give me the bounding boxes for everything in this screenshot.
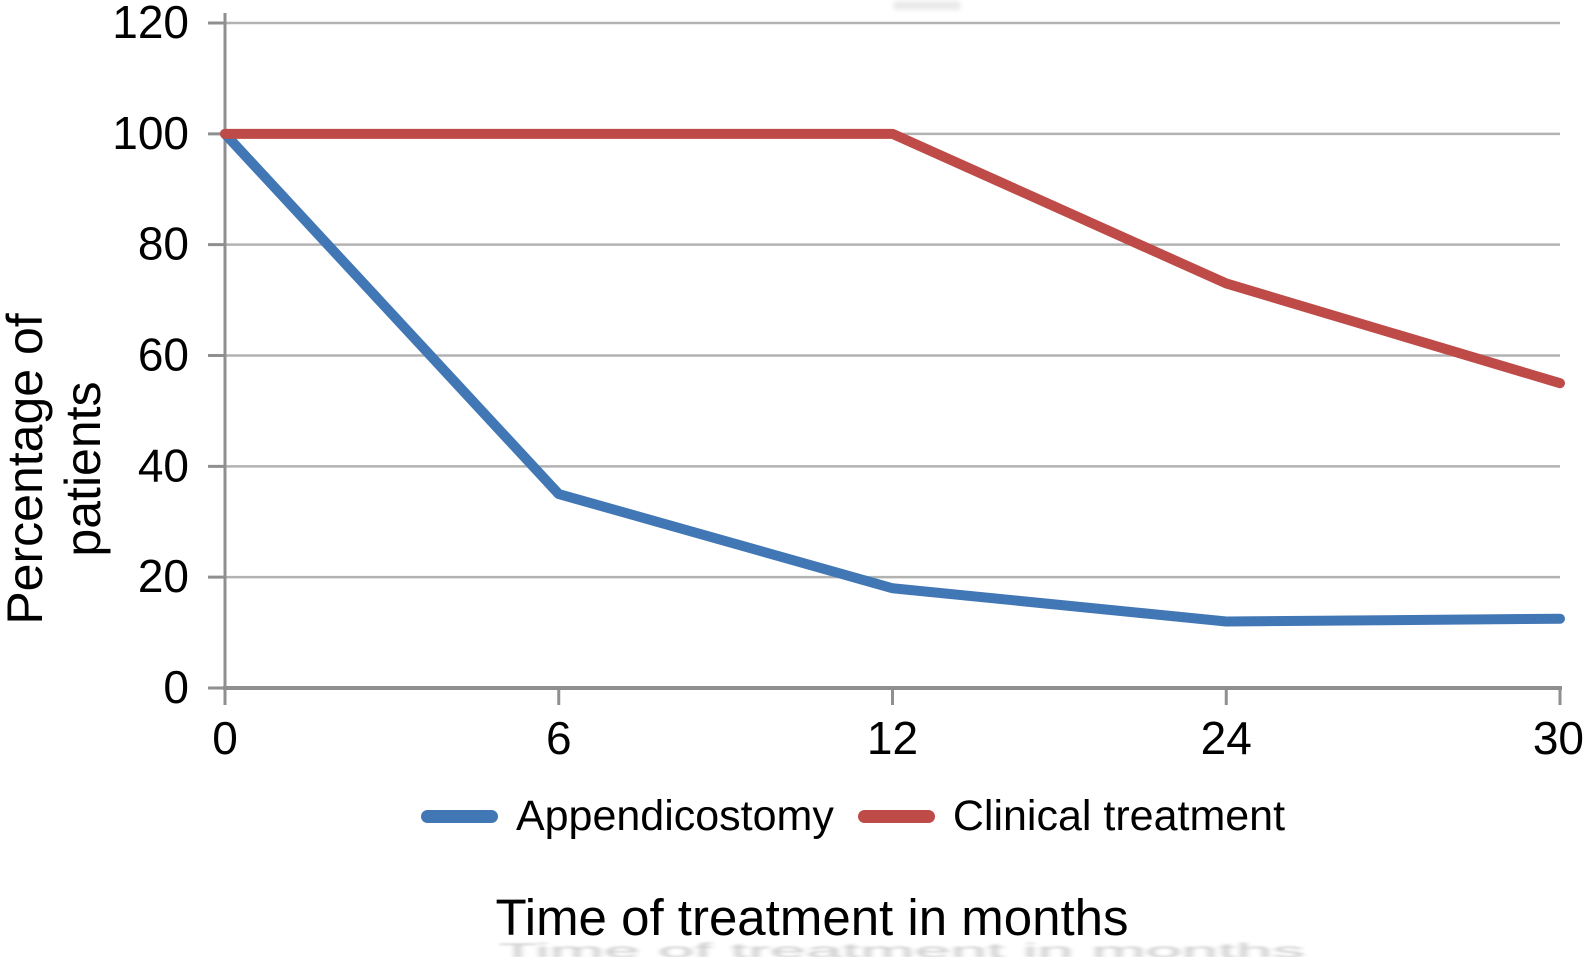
x-tick-label-0: 0 [212,712,238,764]
x-axis-title: Time of treatment in months [495,889,1129,946]
y-axis-title: Percentage of patients [0,313,111,625]
legend-swatch-clinical-treatment [857,810,935,823]
y-tick-label-40: 40 [138,439,189,491]
series-line-appendicostomy [220,128,1565,627]
x-tick-label-24: 24 [1201,712,1252,764]
x-tick-label-30: 30 [1533,712,1584,764]
legend-item-appendicostomy: Appendicostomy [420,792,834,840]
legend-label-clinical-treatment: Clinical treatment [952,792,1286,840]
y-tick-label-120: 120 [112,0,189,48]
x-tick-label-12: 12 [867,712,918,764]
legend: Appendicostomy Clinical treatment [61,795,1584,838]
plot-area: 0 20 40 60 80 100 120 0 6 12 24 30 [112,0,1584,764]
y-tick-label-100: 100 [112,107,189,159]
y-tick-label-0: 0 [163,661,189,713]
legend-swatch-appendicostomy [420,810,498,823]
legend-label-appendicostomy: Appendicostomy [515,792,834,840]
y-tick-label-20: 20 [138,550,189,602]
x-tick-label-6: 6 [546,712,572,764]
legend-item-clinical-treatment: Clinical treatment [857,792,1286,840]
y-tick-label-60: 60 [138,329,189,381]
y-tick-label-80: 80 [138,218,189,270]
series-line-clinical-treatment [220,128,1565,389]
